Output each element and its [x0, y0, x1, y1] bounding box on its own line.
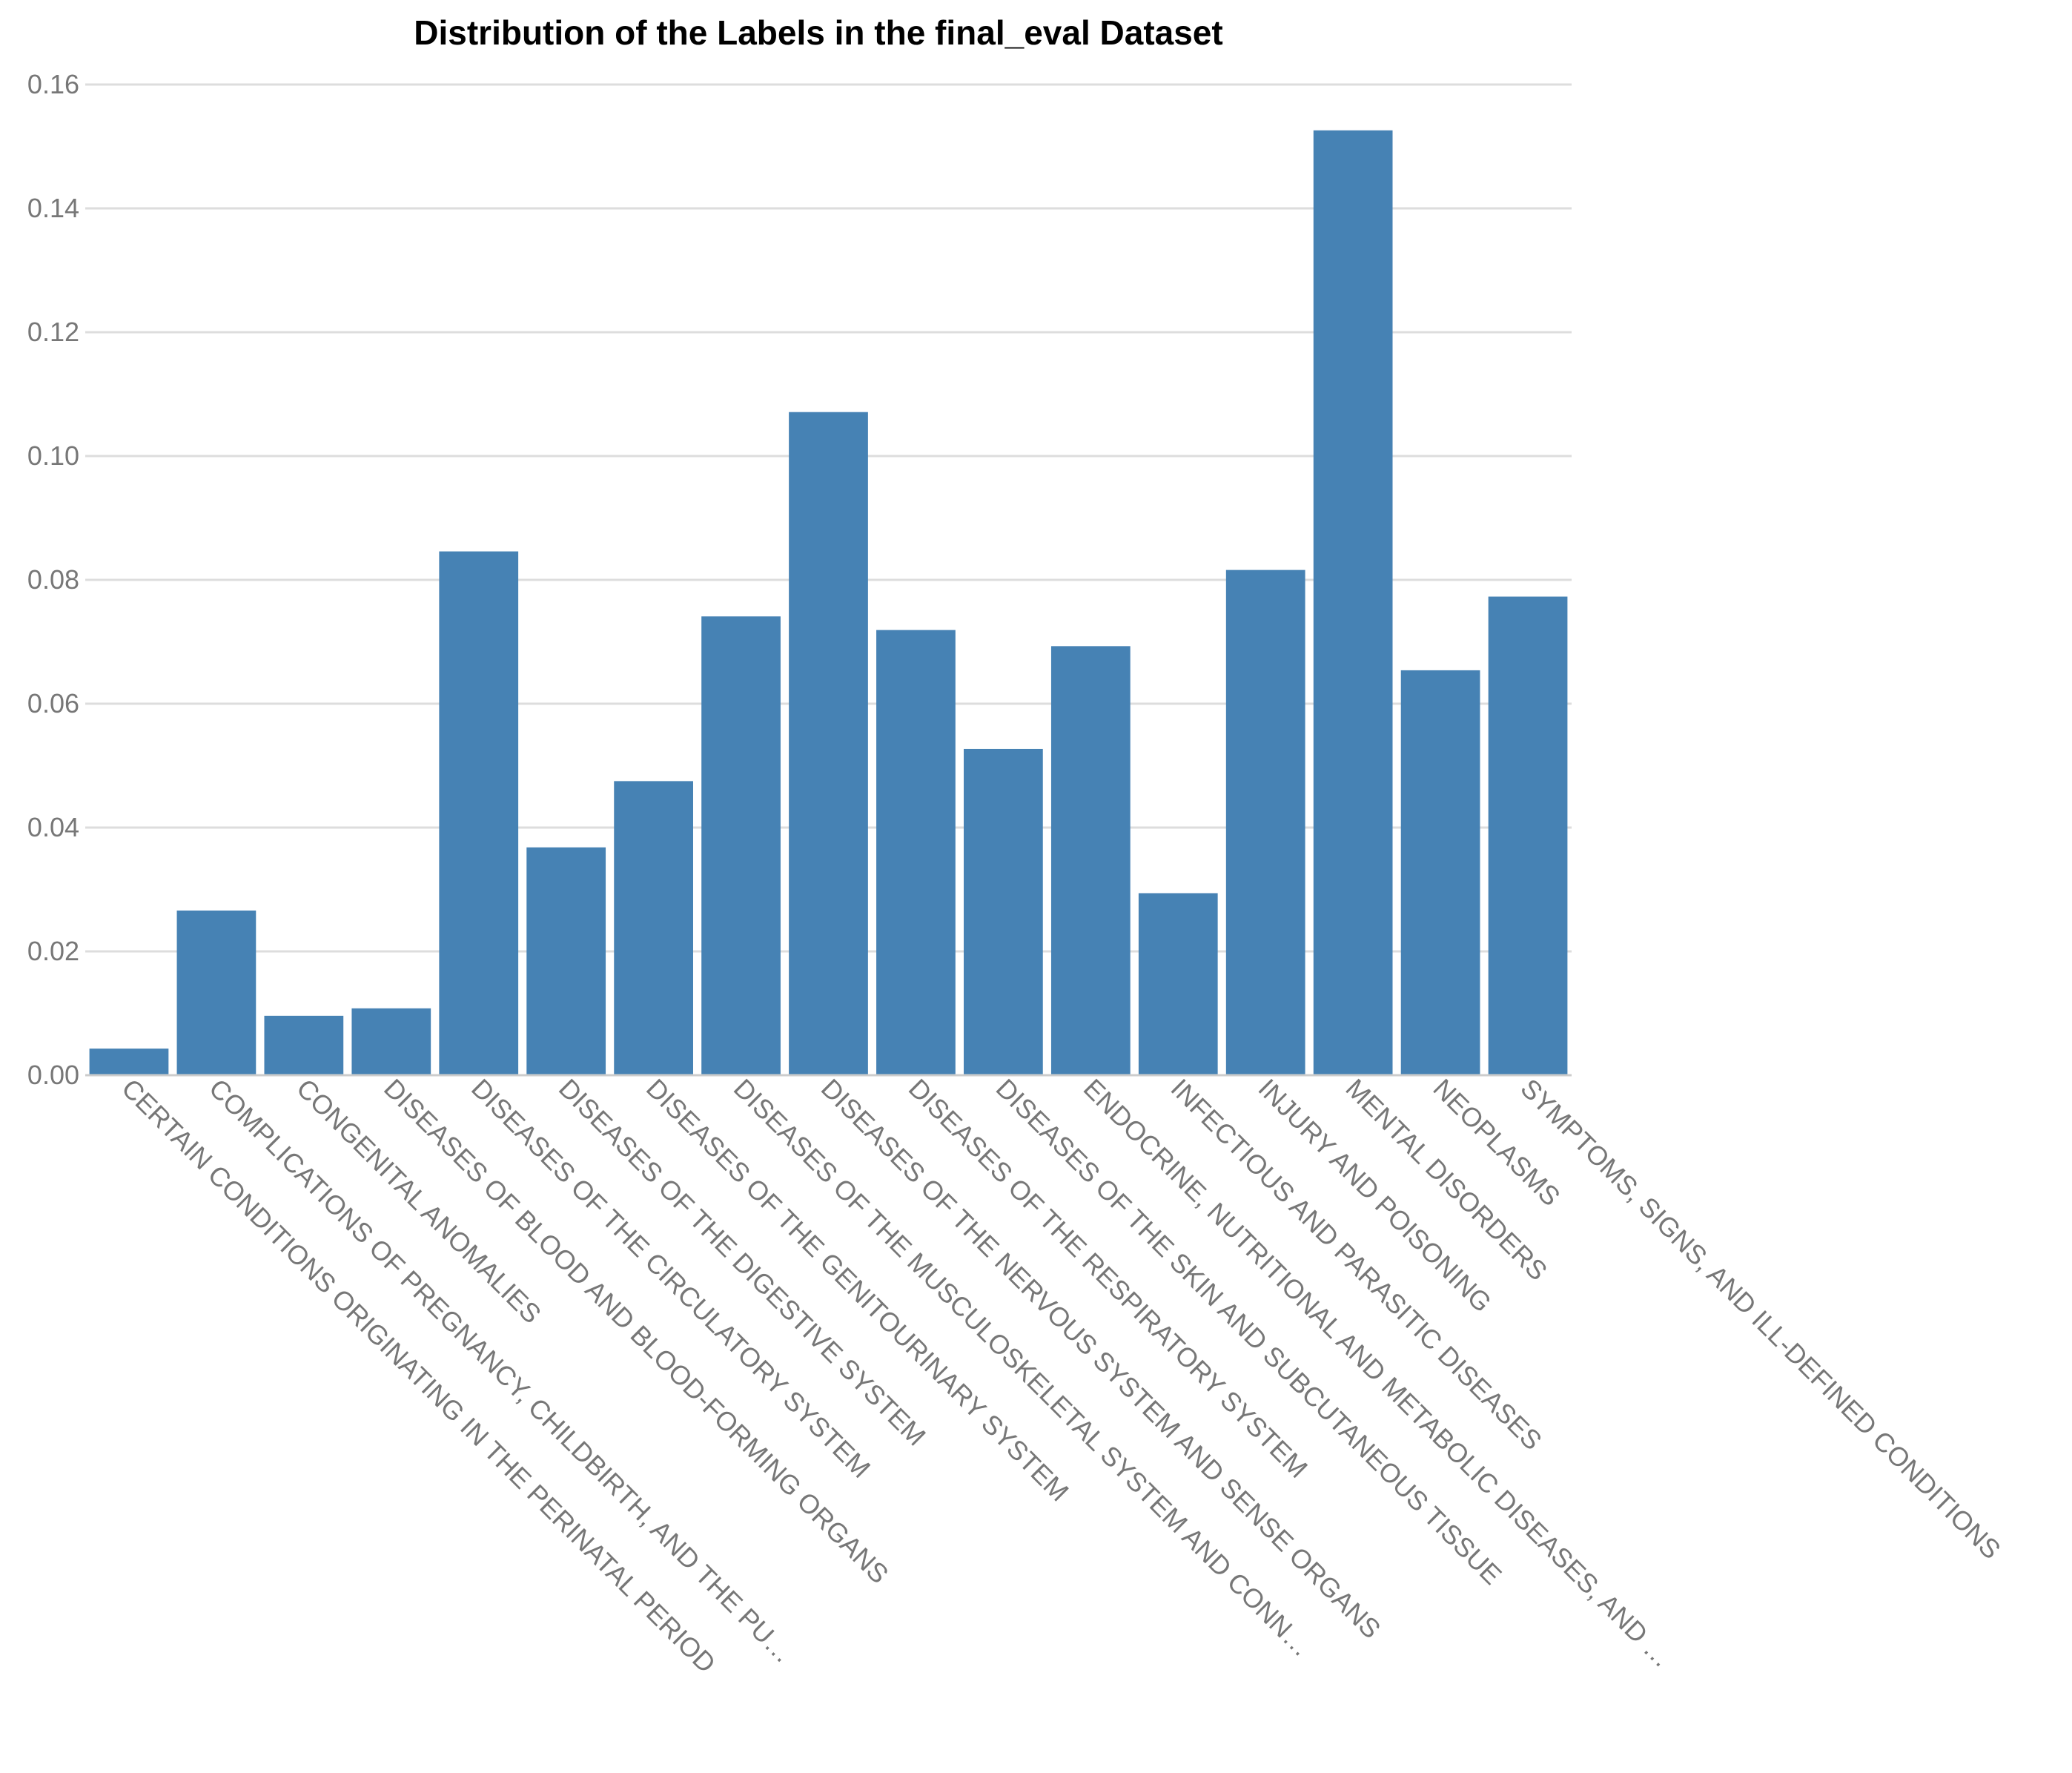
bar	[526, 847, 606, 1075]
bar	[1138, 893, 1218, 1075]
bar	[351, 1008, 431, 1075]
y-tick-label: 0.06	[27, 688, 79, 719]
bar	[1400, 670, 1480, 1075]
x-tick-label: DISEASES OF THE MUSCULOSKELETAL SYSTEM A…	[728, 1073, 1317, 1663]
bar	[89, 1049, 169, 1075]
bar	[1225, 569, 1305, 1075]
bar	[614, 781, 693, 1075]
bar	[1488, 596, 1568, 1075]
x-tick-label: SYMPTOMS, SIGNS, AND ILL-DEFINED CONDITI…	[1515, 1073, 2007, 1565]
y-tick-label: 0.02	[27, 936, 79, 966]
y-tick-label: 0.12	[27, 317, 79, 347]
bar	[176, 910, 256, 1075]
y-tick-label: 0.14	[27, 193, 79, 223]
x-tick-label: DISEASES OF THE RESPIRATORY SYSTEM	[903, 1073, 1314, 1484]
bar	[701, 616, 781, 1075]
bar	[439, 551, 519, 1075]
x-axis: CERTAIN CONDITIONS ORIGINATING IN THE PE…	[85, 1073, 2007, 1679]
y-axis: 0.00 0.02 0.04 0.06 0.08 0.10 0.12 0.14 0.16	[27, 69, 79, 1090]
bar	[964, 748, 1043, 1075]
y-tick-label: 0.08	[27, 564, 79, 595]
y-tick-label: 0.04	[27, 812, 79, 842]
bar	[264, 1015, 344, 1075]
chart-title: Distribution of the Labels in the final_…	[414, 13, 1222, 52]
x-tick-label: DISEASES OF THE GENITOURINARY SYSTEM	[641, 1073, 1075, 1508]
y-tick-label: 0.16	[27, 69, 79, 99]
bar	[876, 630, 956, 1075]
bar	[789, 412, 868, 1075]
bar	[1050, 646, 1131, 1075]
x-tick-label: DISEASES OF THE CIRCULATORY SYSTEM	[466, 1073, 876, 1484]
bar	[1313, 130, 1393, 1075]
y-tick-label: 0.10	[27, 440, 79, 471]
bars	[89, 130, 1568, 1075]
y-tick-label: 0.00	[27, 1060, 79, 1090]
x-tick-label: DISEASES OF THE NERVOUS SYSTEM AND SENSE…	[815, 1073, 1387, 1645]
